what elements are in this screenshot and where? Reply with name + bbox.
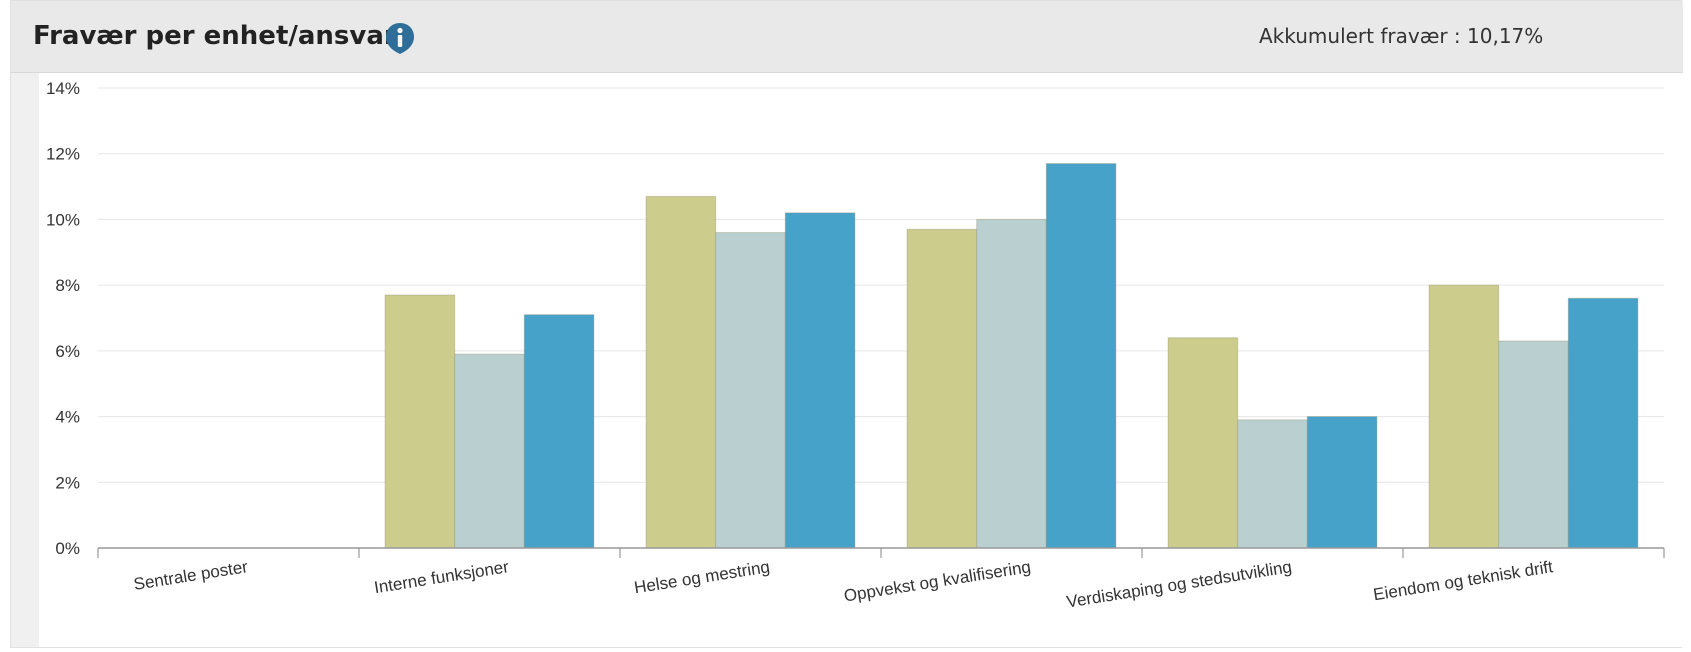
bar	[384, 294, 456, 549]
info-icon[interactable]	[383, 21, 417, 55]
panel-header: Fravær per enhet/ansvar Akkumulert fravæ…	[11, 1, 1683, 73]
bar	[1498, 340, 1569, 549]
bar	[1167, 337, 1239, 549]
y-tick-label: 12%	[46, 145, 80, 164]
y-tick-label: 4%	[55, 408, 80, 427]
accumulated-absence-label: Akkumulert fravær : 10,17%	[1259, 24, 1544, 48]
x-tick-label-group: Verdiskaping og stedsutvikling	[1065, 557, 1293, 611]
y-tick-label: 14%	[46, 79, 80, 98]
panel-title: Fravær per enhet/ansvar	[33, 21, 397, 51]
y-tick-label: 0%	[55, 539, 80, 558]
x-tick-label: Verdiskaping og stedsutvikling	[1065, 557, 1293, 611]
bar	[784, 212, 856, 549]
bar	[1045, 163, 1117, 549]
y-tick-label: 6%	[55, 342, 80, 361]
bar	[976, 218, 1047, 549]
chart-area	[39, 73, 1685, 647]
x-tick-label-group: Eiendom og teknisk drift	[1372, 557, 1554, 604]
x-tick-label-group: Interne funksjoner	[373, 557, 511, 597]
x-tick-label: Oppvekst og kvalifisering	[842, 557, 1032, 605]
x-tick-label-group: Sentrale poster	[132, 557, 249, 594]
bar	[645, 195, 717, 549]
x-tick-label-group: Oppvekst og kvalifisering	[842, 557, 1032, 605]
bar	[715, 232, 786, 549]
y-tick-label: 8%	[55, 276, 80, 295]
bar	[523, 314, 595, 549]
x-tick-label: Interne funksjoner	[373, 557, 511, 597]
bar	[1567, 297, 1639, 549]
x-tick-label-group: Helse og mestring	[633, 557, 771, 597]
y-tick-label: 10%	[46, 210, 80, 229]
bar	[1428, 284, 1500, 549]
bar	[1237, 419, 1308, 549]
bar	[906, 228, 978, 549]
bar	[1306, 416, 1378, 549]
x-tick-label: Eiendom og teknisk drift	[1372, 557, 1554, 604]
x-tick-label: Helse og mestring	[633, 557, 771, 597]
y-tick-label: 2%	[55, 473, 80, 492]
x-tick-label: Sentrale poster	[132, 557, 249, 594]
bar	[454, 353, 525, 549]
